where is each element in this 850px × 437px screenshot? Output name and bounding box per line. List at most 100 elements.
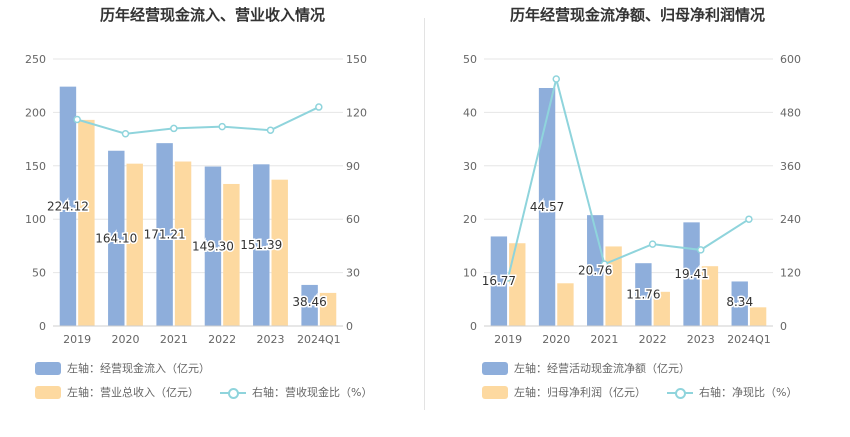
bar <box>253 164 270 326</box>
data-label: 8.34 <box>726 295 753 309</box>
legend-swatch-bar-orange <box>35 385 61 399</box>
x-tick-label: 2023 <box>687 333 715 346</box>
line-point <box>745 215 753 223</box>
legend-swatch-line <box>220 386 246 399</box>
bar <box>156 143 173 326</box>
line-point <box>218 122 226 131</box>
y-right-tick-label: 120 <box>346 106 367 119</box>
legend-item-net-cash-flow[interactable]: 左轴：经营活动现金流净额（亿元） <box>482 360 690 376</box>
y-left-tick-label: 30 <box>463 160 477 173</box>
legend-label: 右轴：净现比（%） <box>699 386 798 399</box>
legend-item-net-cash-ratio[interactable]: 右轴：净现比（%） <box>667 384 797 400</box>
line-point <box>648 240 657 248</box>
y-right-tick-label: 480 <box>780 106 801 119</box>
bar <box>319 292 337 326</box>
line-point <box>73 115 81 124</box>
series-line <box>76 106 320 135</box>
y-right-tick-label: 0 <box>346 320 353 333</box>
data-label: 11.76 <box>626 288 660 302</box>
legend-item-revenue[interactable]: 左轴：营业总收入（亿元） <box>35 384 199 400</box>
y-right-tick-label: 0 <box>780 320 787 333</box>
x-tick-label: 2019 <box>494 333 522 346</box>
data-label: 44.57 <box>530 200 564 214</box>
bar <box>749 307 767 326</box>
data-label: 171.21 <box>144 228 186 242</box>
y-left-tick-label: 200 <box>25 106 46 119</box>
y-right-tick-label: 360 <box>780 160 801 173</box>
y-left-tick-label: 100 <box>25 213 46 226</box>
bar <box>271 179 288 326</box>
legend-label: 左轴：经营活动现金流净额（亿元） <box>514 362 690 375</box>
x-tick-label: 2021 <box>160 333 188 346</box>
bar <box>538 87 556 326</box>
bar <box>59 86 77 327</box>
line-point <box>697 246 705 254</box>
y-left-tick-label: 150 <box>25 160 46 173</box>
bar <box>108 150 125 326</box>
chart-divider <box>424 18 425 410</box>
bar <box>653 291 670 326</box>
x-tick-label: 2021 <box>590 333 618 346</box>
y-right-tick-label: 90 <box>346 160 360 173</box>
y-right-tick-label: 30 <box>346 267 360 280</box>
bar <box>701 266 719 326</box>
x-tick-label: 2019 <box>63 333 91 346</box>
y-left-tick-label: 0 <box>470 320 477 333</box>
x-tick-label: 2023 <box>257 333 285 346</box>
y-left-tick-label: 40 <box>463 106 477 119</box>
bar <box>204 166 222 326</box>
line-point <box>121 130 130 138</box>
x-tick-label: 2024Q1 <box>297 333 341 346</box>
legend-item-cash-inflow[interactable]: 左轴：经营现金流入（亿元） <box>35 360 210 376</box>
y-left-tick-label: 250 <box>25 53 46 66</box>
bar <box>731 281 748 326</box>
bar <box>78 119 95 326</box>
line-point <box>315 103 323 111</box>
y-right-tick-label: 600 <box>780 53 801 66</box>
line-point <box>266 126 275 134</box>
data-label: 151.39 <box>240 238 282 252</box>
data-label: 16.77 <box>482 274 516 288</box>
chart-right: 历年经营现金流净额、归母净利润情况 0 10 20 30 40 50 0 120 240 360 4… <box>425 0 850 437</box>
x-tick-label: 2022 <box>639 333 667 346</box>
data-label: 224.12 <box>47 199 89 213</box>
chart-right-plot: 0 10 20 30 40 50 0 120 240 360 480 600 2019 2020 2021 2… <box>463 53 801 346</box>
bar <box>174 161 192 326</box>
legend-swatch-line <box>667 386 693 399</box>
bar <box>490 236 508 326</box>
x-tick-label: 2020 <box>542 333 570 346</box>
legend-swatch-bar-blue <box>482 361 508 375</box>
bar <box>301 284 318 326</box>
x-tick-label: 2022 <box>208 333 236 346</box>
y-left-tick-label: 50 <box>32 267 46 280</box>
y-left-tick-label: 20 <box>463 213 477 226</box>
bar <box>509 243 526 326</box>
bar <box>635 263 652 326</box>
bar <box>557 283 574 326</box>
data-label: 38.46 <box>292 295 326 309</box>
data-label: 149.30 <box>192 239 234 253</box>
data-label: 20.76 <box>578 264 612 278</box>
chart-left: 历年经营现金流入、营业收入情况 0 50 100 150 200 250 0 30 60 90 12… <box>25 6 372 400</box>
x-tick-label: 2020 <box>112 333 140 346</box>
legend-label: 左轴：营业总收入（亿元） <box>67 386 199 399</box>
line-point <box>170 124 178 133</box>
y-left-tick-label: 0 <box>39 320 46 333</box>
x-tick-label: 2024Q1 <box>727 333 771 346</box>
legend-label: 右轴：营收现金比（%） <box>252 386 373 399</box>
y-left-tick-label: 50 <box>463 53 477 66</box>
y-right-tick-label: 240 <box>780 213 801 226</box>
chart-left-title: 历年经营现金流入、营业收入情况 <box>99 6 325 24</box>
legend-item-net-profit[interactable]: 左轴：归母净利润（亿元） <box>482 384 646 400</box>
y-right-tick-label: 120 <box>780 267 801 280</box>
y-left-tick-label: 10 <box>463 267 477 280</box>
bar <box>126 163 143 326</box>
chart-right-title: 历年经营现金流净额、归母净利润情况 <box>509 6 765 24</box>
line-point <box>600 260 609 268</box>
y-right-tick-label: 150 <box>346 53 367 66</box>
bar <box>605 246 622 326</box>
legend-item-cash-ratio[interactable]: 右轴：营收现金比（%） <box>220 384 372 400</box>
legend-swatch-bar-blue <box>35 361 61 375</box>
line-point <box>504 274 512 282</box>
line-point <box>552 75 560 83</box>
